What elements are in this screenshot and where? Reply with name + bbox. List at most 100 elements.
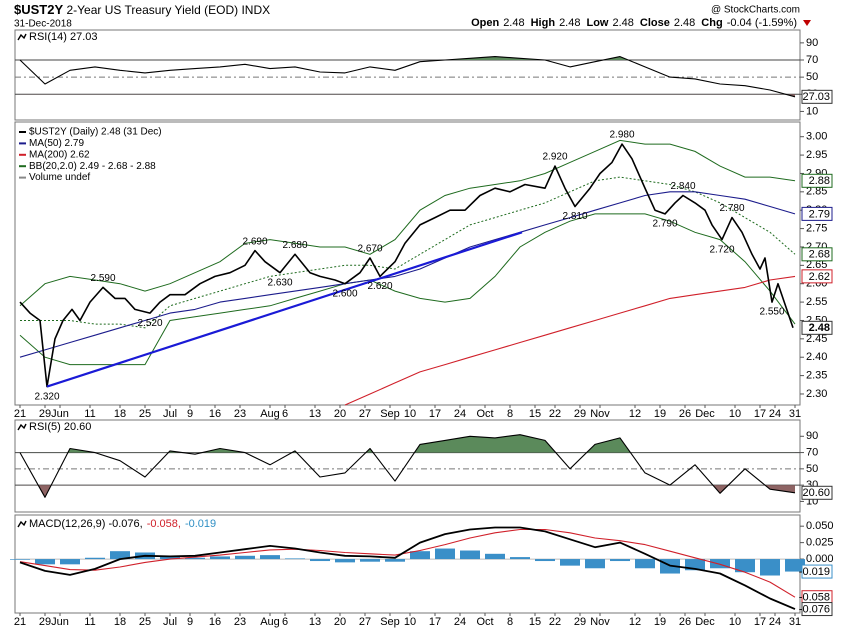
price-annotation: 2.520: [137, 318, 162, 329]
symbol: $UST2Y: [14, 2, 63, 17]
last-value-label: 2.88: [809, 175, 830, 187]
y-tick-label: 90: [806, 37, 818, 49]
price-annotation: 2.690: [242, 236, 267, 247]
panel-frame: [14, 419, 801, 513]
legend-entry: MA(200) 2.62: [29, 149, 90, 160]
histogram-bar: [535, 559, 555, 562]
y-tick-label: 90: [806, 430, 818, 442]
series-line: [19, 526, 796, 610]
x-tick-label: Jun: [51, 616, 69, 628]
x-tick-label: 29: [574, 408, 586, 420]
x-tick-label: 22: [549, 616, 561, 628]
x-tick-label: 24: [769, 408, 781, 420]
histogram-bar: [10, 559, 30, 560]
x-tick-label: 29: [39, 408, 51, 420]
series-line: [19, 191, 796, 358]
x-tick-label: 17: [429, 408, 441, 420]
x-tick-label: 12: [629, 616, 641, 628]
series-line: [19, 528, 796, 598]
x-tick-label: 27: [359, 408, 371, 420]
x-tick-label: Oct: [476, 616, 493, 628]
histogram-bar: [85, 557, 105, 560]
x-tick-label: 16: [209, 408, 221, 420]
y-tick-label: 70: [806, 446, 818, 458]
histogram-bar: [310, 559, 330, 562]
last-value-label: -0.058: [799, 592, 830, 604]
x-tick-label: 27: [359, 616, 371, 628]
x-tick-label: 20: [334, 616, 346, 628]
histogram-bar: [560, 559, 580, 566]
y-tick-label: 2.85: [806, 186, 827, 198]
series-line: [344, 275, 796, 406]
x-tick-label: Dec: [695, 408, 715, 420]
series-line: [19, 434, 796, 498]
x-tick-label: 26: [679, 616, 691, 628]
y-tick-label: 2.30: [806, 388, 827, 400]
legend-entry: Volume undef: [29, 172, 90, 183]
quote-value: 2.48: [612, 17, 633, 29]
y-tick-label: 50: [806, 463, 818, 475]
source: @ StockCharts.com: [711, 5, 800, 16]
histogram-bar: [785, 559, 805, 572]
x-tick-label: Nov: [590, 616, 610, 628]
histogram-bar: [60, 559, 80, 565]
last-value-label: 2.68: [809, 249, 830, 261]
y-tick-label: 70: [806, 54, 818, 66]
x-tick-label: Aug: [260, 616, 280, 628]
panel-legend: MACD(12,26,9) -0.076, -0.058, -0.019: [29, 518, 216, 530]
last-value-box: [801, 602, 833, 617]
x-tick-label: Sep: [380, 408, 400, 420]
histogram-bar: [585, 559, 605, 569]
y-tick-label: 0.050: [806, 520, 834, 532]
bollinger-lower: [19, 213, 796, 366]
chart-date: 31-Dec-2018: [14, 19, 72, 30]
quote-value: 2.48: [674, 17, 695, 29]
histogram-bar: [335, 559, 355, 563]
histogram-bar: [185, 557, 205, 560]
x-tick-label: 15: [529, 408, 541, 420]
x-tick-label: 24: [454, 408, 466, 420]
legend-swatch: [17, 520, 27, 528]
y-tick-label: 2.65: [806, 259, 827, 271]
legend-entry: MA(50) 2.79: [29, 138, 84, 149]
x-tick-label: 9: [187, 616, 193, 628]
histogram-bar: [210, 556, 230, 560]
chart-heading: $UST2Y 2-Year US Treasury Yield (EOD) IN…: [14, 2, 270, 17]
x-tick-label: 8: [507, 408, 513, 420]
last-value-label: 2.48: [809, 322, 830, 334]
x-tick-label: 25: [139, 408, 151, 420]
last-value-box: [801, 564, 833, 579]
series-line: [19, 56, 796, 98]
x-tick-label: 29: [574, 616, 586, 628]
last-value-box: [801, 89, 833, 104]
price-annotation: 2.840: [670, 181, 695, 192]
price-annotation: 2.600: [332, 288, 357, 299]
price-annotation: 2.790: [652, 219, 677, 230]
quote-label: Low: [586, 17, 608, 29]
last-value-box: [801, 269, 833, 284]
last-value-label: 2.79: [809, 208, 830, 220]
x-tick-label: 21: [14, 408, 26, 420]
price-annotation: 2.620: [367, 281, 392, 292]
quote-label: Chg: [701, 17, 722, 29]
panel-frame: [14, 29, 801, 121]
legend-swatch: [17, 423, 27, 431]
overbought-fill: [20, 434, 795, 453]
histogram-bar: [235, 555, 255, 560]
x-tick-label: 25: [139, 616, 151, 628]
price-annotation: 2.550: [759, 307, 784, 318]
y-tick-label: 2.55: [806, 296, 827, 308]
bollinger-upper: [19, 139, 796, 307]
price-annotation: 2.810: [562, 211, 587, 222]
quote-value: 2.48: [503, 17, 524, 29]
x-tick-label: 29: [39, 616, 51, 628]
x-tick-label: 21: [14, 616, 26, 628]
last-value-box: [801, 320, 833, 335]
price-annotation: 2.780: [719, 203, 744, 214]
price-annotation: 2.590: [90, 273, 115, 284]
histogram-bar: [385, 559, 405, 562]
x-tick-label: 10: [729, 616, 741, 628]
x-tick-label: 17: [754, 408, 766, 420]
